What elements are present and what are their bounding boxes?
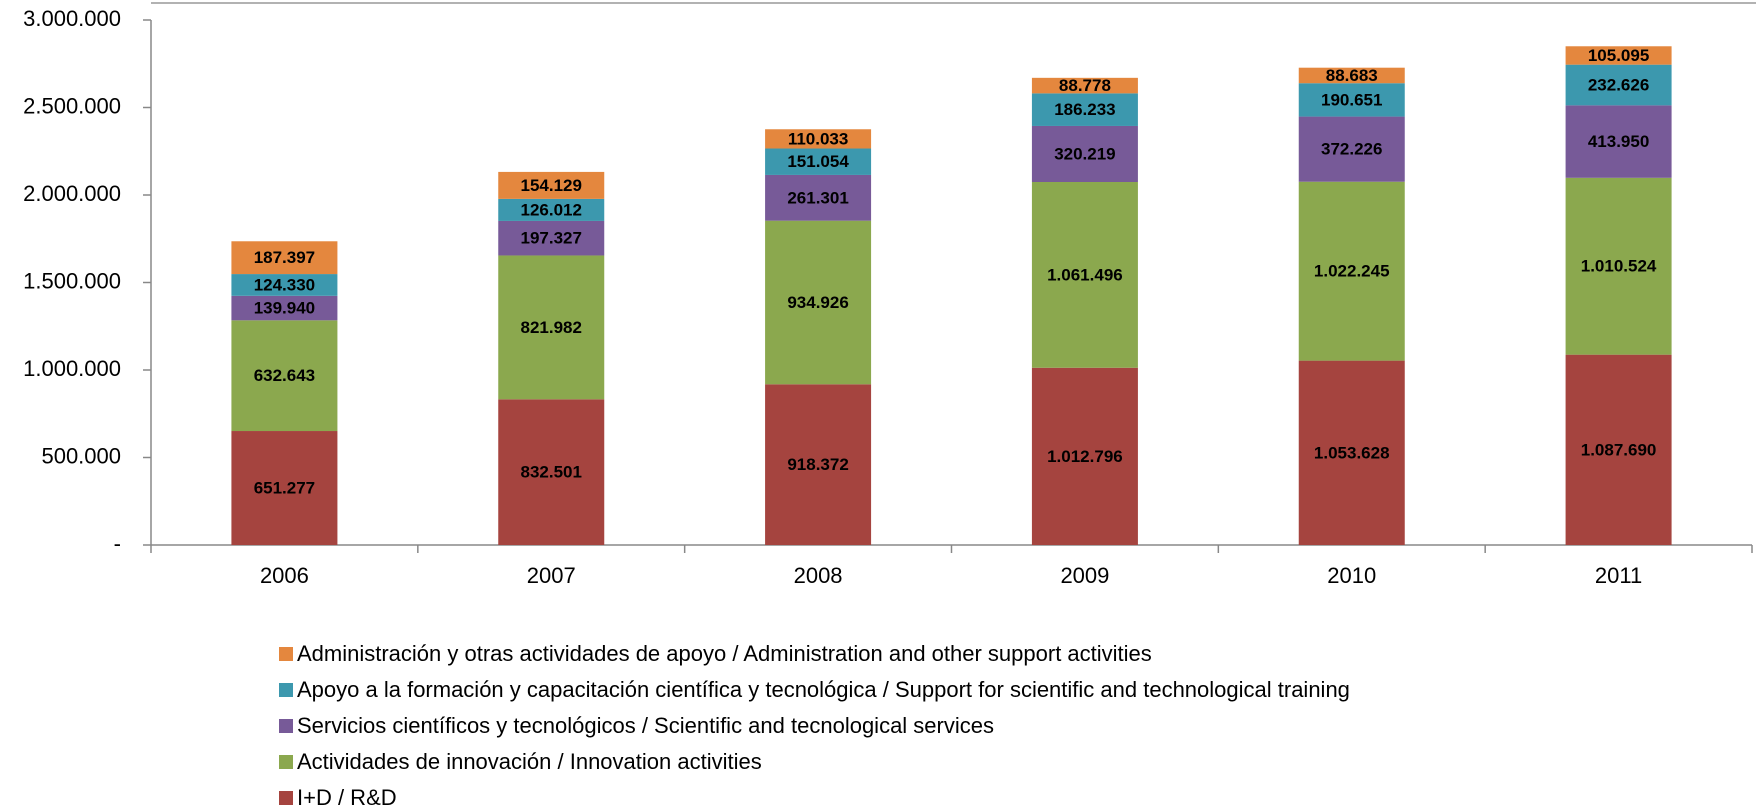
y-tick-label: 2.000.000 <box>23 181 121 206</box>
data-label: 320.219 <box>1054 144 1115 163</box>
bar-segment <box>1298 360 1405 545</box>
y-tick-label: - <box>114 531 121 556</box>
x-tick-label: 2007 <box>527 563 576 588</box>
bar-segment <box>231 274 338 296</box>
bar-segment <box>765 384 872 545</box>
data-label: 105.095 <box>1588 46 1649 65</box>
legend-swatch <box>279 791 293 805</box>
bar-segment <box>765 174 872 221</box>
data-label: 413.950 <box>1588 132 1649 151</box>
bar-segment <box>1031 77 1138 94</box>
bar-segment <box>498 198 605 221</box>
data-label: 1.010.524 <box>1581 257 1657 276</box>
legend-label: Actividades de innovación / Innovation a… <box>297 749 762 774</box>
bar-segment <box>765 129 872 149</box>
data-label: 187.397 <box>254 248 315 267</box>
bar-segment <box>231 241 338 275</box>
legend-swatch <box>279 647 293 661</box>
data-label: 934.926 <box>787 293 848 312</box>
bar-segment <box>231 320 338 432</box>
bar-segment <box>765 148 872 175</box>
legend-swatch <box>279 719 293 733</box>
bar-segment <box>498 220 605 256</box>
data-label: 151.054 <box>787 152 849 171</box>
bar-segment <box>1031 367 1138 545</box>
data-label: 197.327 <box>521 229 582 248</box>
y-tick-label: 3.000.000 <box>23 6 121 31</box>
data-label: 88.778 <box>1059 76 1111 95</box>
bar-segment <box>1565 64 1672 106</box>
legend-swatch <box>279 755 293 769</box>
bar-segment <box>1298 181 1405 361</box>
data-label: 832.501 <box>521 463 582 482</box>
data-label: 88.683 <box>1326 66 1378 85</box>
bar-segment <box>231 431 338 545</box>
data-label: 186.233 <box>1054 100 1115 119</box>
data-label: 232.626 <box>1588 76 1649 95</box>
bar-segment <box>498 255 605 400</box>
data-label: 126.012 <box>521 200 582 219</box>
bar-segment <box>231 295 338 321</box>
data-label: 261.301 <box>787 188 848 207</box>
data-label: 1.087.690 <box>1581 440 1657 459</box>
legend-swatch <box>279 683 293 697</box>
x-tick-label: 2009 <box>1060 563 1109 588</box>
data-label: 1.053.628 <box>1314 443 1390 462</box>
data-label: 110.033 <box>788 129 849 148</box>
data-label: 1.012.796 <box>1047 447 1123 466</box>
y-tick-label: 1.500.000 <box>23 268 121 293</box>
bar-segment <box>1565 354 1672 545</box>
bar-segment <box>498 399 605 545</box>
bar-segment <box>1031 93 1138 126</box>
legend-label: Administración y otras actividades de ap… <box>297 641 1152 666</box>
data-label: 124.330 <box>254 275 315 294</box>
data-label: 651.277 <box>254 478 315 497</box>
data-label: 918.372 <box>787 455 848 474</box>
data-label: 632.643 <box>254 366 315 385</box>
data-label: 139.940 <box>254 299 315 318</box>
bar-segment <box>1565 177 1672 355</box>
y-tick-label: 2.500.000 <box>23 93 121 118</box>
legend-label: Apoyo a la formación y capacitación cien… <box>297 677 1350 702</box>
y-tick-label: 500.000 <box>41 443 121 468</box>
x-tick-label: 2008 <box>794 563 843 588</box>
bar-segment <box>1565 46 1672 65</box>
bar-segment <box>498 171 605 199</box>
data-label: 1.022.245 <box>1314 262 1390 281</box>
data-label: 372.226 <box>1321 140 1382 159</box>
x-tick-label: 2010 <box>1327 563 1376 588</box>
bar-segment <box>1565 105 1672 178</box>
data-label: 190.651 <box>1321 90 1382 109</box>
x-tick-label: 2011 <box>1595 563 1642 588</box>
bar-segment <box>1298 116 1405 182</box>
data-label: 154.129 <box>521 176 582 195</box>
y-tick-label: 1.000.000 <box>23 356 121 381</box>
bar-segment <box>1298 83 1405 117</box>
bar-segment <box>1298 67 1405 84</box>
legend-label: I+D / R&D <box>297 785 397 810</box>
data-label: 821.982 <box>521 318 582 337</box>
bar-segment <box>1031 181 1138 368</box>
data-label: 1.061.496 <box>1047 265 1123 284</box>
legend-label: Servicios científicos y tecnológicos / S… <box>297 713 994 738</box>
bar-segment <box>765 220 872 385</box>
x-tick-label: 2006 <box>260 563 309 588</box>
bar-segment <box>1031 125 1138 182</box>
